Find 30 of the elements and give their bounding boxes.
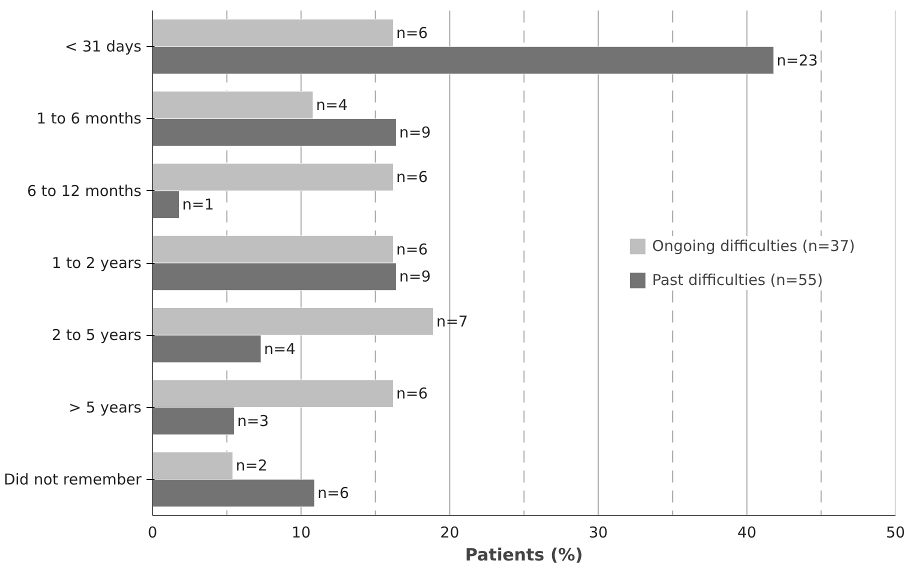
annotation: n=23	[776, 51, 818, 70]
y-tick-label: 1 to 6 months	[36, 110, 142, 128]
annotation: n=6	[317, 484, 350, 502]
annotation: n=6	[396, 384, 428, 403]
annotation: n=6	[396, 24, 428, 42]
annotation: n=1	[182, 196, 214, 214]
annotation: n=2	[236, 456, 268, 475]
annotation: n=7	[436, 312, 468, 330]
annotation: n=6	[396, 240, 428, 258]
x-tick-label: 10	[292, 524, 311, 542]
annotation: n=4	[316, 96, 348, 114]
x-tick-label: 20	[440, 524, 460, 542]
y-tick-label: 1 to 2 years	[52, 254, 142, 272]
annotation: n=4	[264, 340, 296, 358]
x-tick-label: 40	[737, 524, 756, 542]
annotation: n=6	[396, 168, 428, 186]
x-tick-label: 0	[148, 524, 158, 542]
annotation: n=3	[237, 412, 269, 430]
y-tick-label: 6 to 12 months	[27, 182, 142, 200]
legend-label: Ongoing difficulties (n=37)	[652, 236, 855, 254]
y-tick-label: < 31 days	[64, 38, 142, 56]
x-tick-label: 50	[886, 524, 906, 542]
y-tick-label: > 5 years	[68, 398, 142, 416]
legend-label: Past difficulties (n=55)	[652, 270, 824, 288]
annotation: n=9	[399, 268, 431, 286]
y-tick-label: 2 to 5 years	[52, 326, 142, 344]
y-tick-label: Did not remember	[4, 470, 142, 488]
x-axis-title: Patients (%)	[465, 546, 583, 566]
x-tick-label: 30	[588, 524, 608, 542]
annotation: n=9	[399, 123, 431, 142]
